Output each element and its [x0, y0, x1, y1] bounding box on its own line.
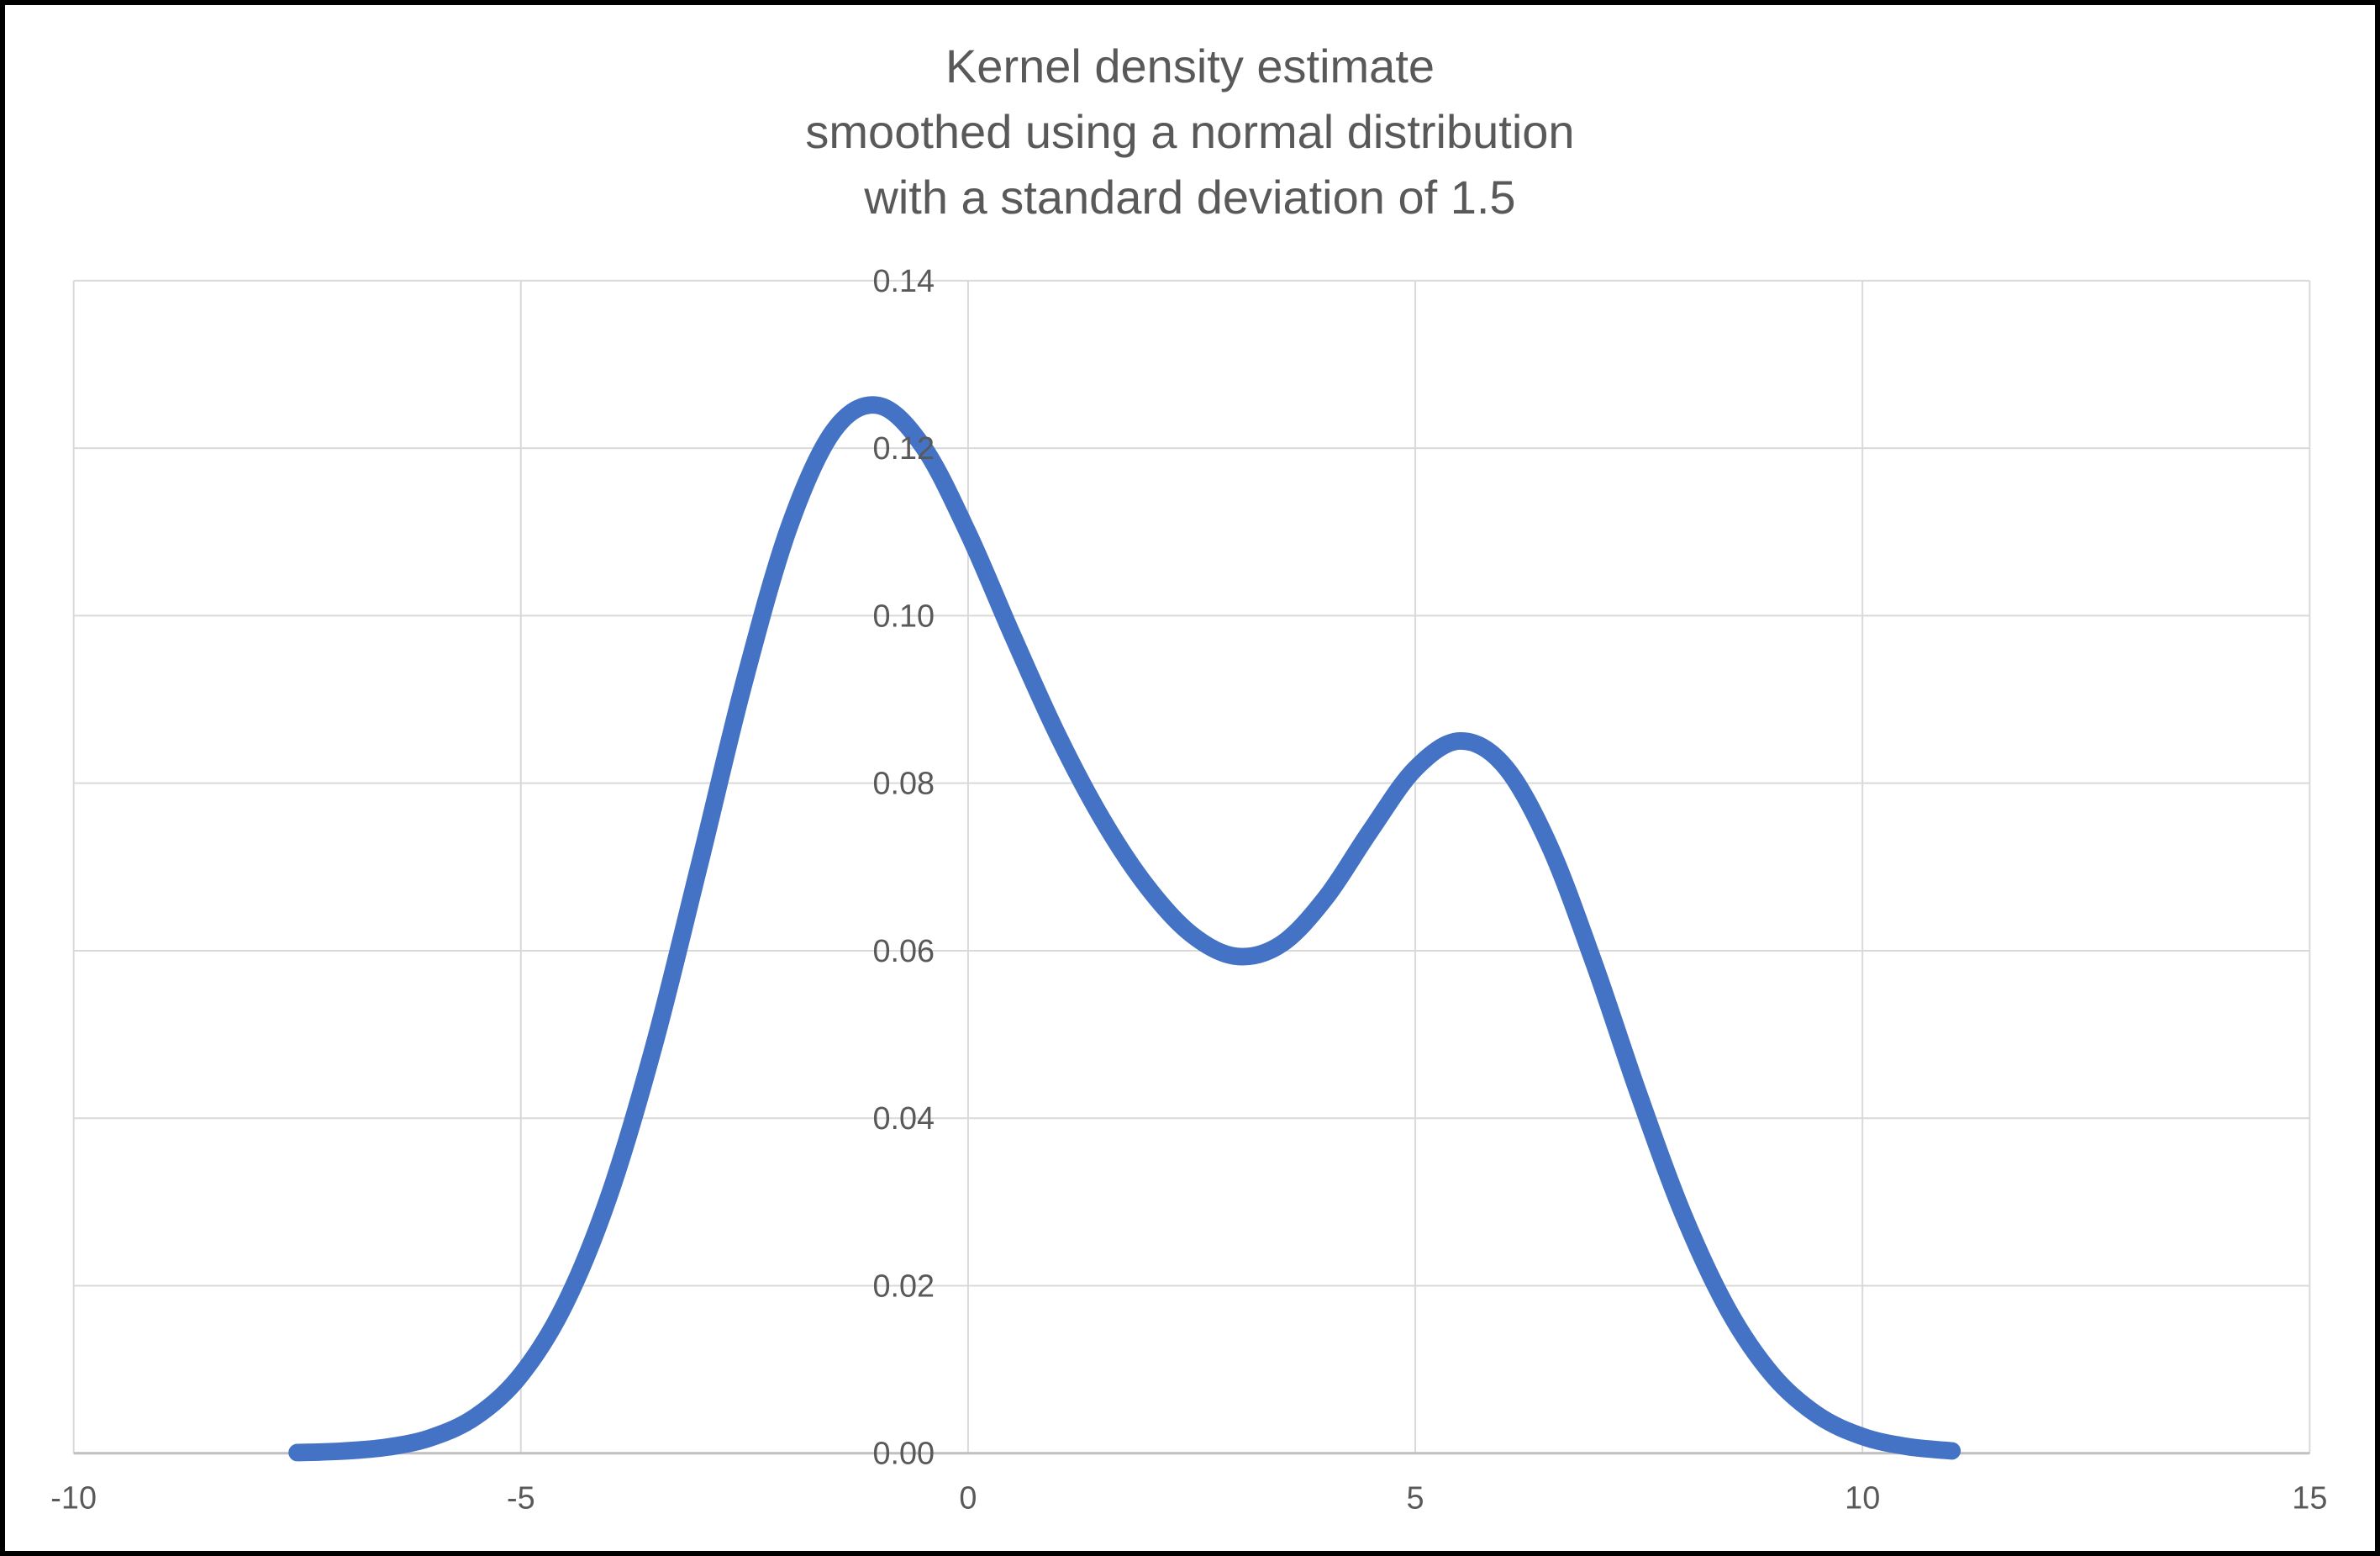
- kde-curve: [288, 396, 1961, 1462]
- y-tick-label: 0.12: [872, 431, 935, 467]
- x-tick-label: 0: [959, 1480, 977, 1516]
- series: [288, 396, 1961, 1462]
- chart-title-line-1: Kernel density estimate: [945, 40, 1435, 92]
- y-tick-label: 0.08: [872, 767, 935, 802]
- y-tick-label: 0.10: [872, 599, 935, 634]
- y-tick-label: 0.14: [872, 264, 935, 299]
- y-tick-label: 0.04: [872, 1101, 935, 1137]
- x-tick-label: -10: [50, 1480, 97, 1516]
- y-tick-label: 0.02: [872, 1269, 935, 1304]
- gridlines: [72, 279, 2311, 1453]
- chart-title: Kernel density estimate smoothed using a…: [5, 34, 2375, 230]
- chart-title-line-2: smoothed using a normal distribution: [805, 105, 1575, 158]
- y-tick-label: 0.00: [872, 1437, 935, 1472]
- y-tick-label: 0.06: [872, 934, 935, 969]
- x-tick-label: 5: [1407, 1480, 1424, 1516]
- x-tick-label: -5: [507, 1480, 535, 1516]
- x-axis-labels: -10 -5 0 5 10 15: [50, 1480, 2327, 1516]
- chart-title-line-3: with a standard deviation of 1.5: [864, 171, 1516, 224]
- y-axis-labels: 0.00 0.02 0.04 0.06 0.08 0.10 0.12 0.14: [872, 264, 935, 1472]
- kde-chart: 0.00 0.02 0.04 0.06 0.08 0.10 0.12 0.14 -10 -5 0 5…: [50, 264, 2327, 1516]
- x-tick-label: 10: [1845, 1480, 1880, 1516]
- x-tick-label: 15: [2292, 1480, 2327, 1516]
